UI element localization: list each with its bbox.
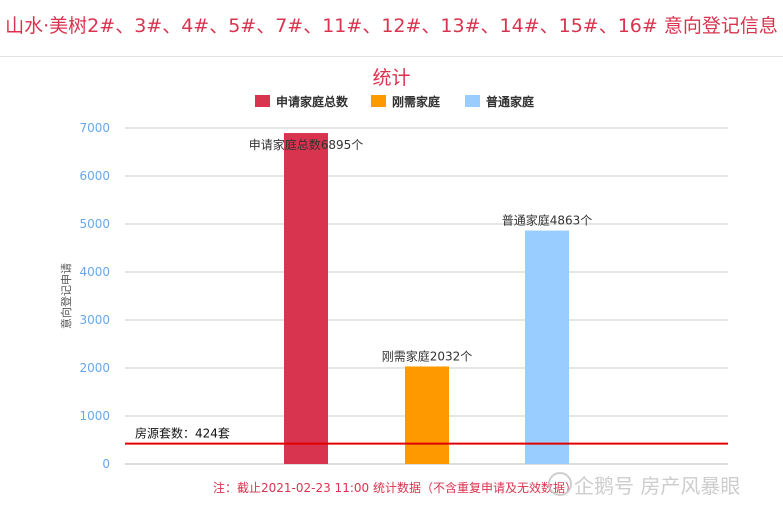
y-tick-label: 7000 — [79, 121, 110, 135]
legend-swatch — [371, 95, 386, 107]
legend-label: 刚需家庭 — [392, 94, 440, 109]
legend-swatch — [465, 95, 480, 107]
legend-label: 申请家庭总数 — [276, 94, 349, 109]
legend-label: 普通家庭 — [486, 94, 534, 109]
footnote: 注：截止2021-02-23 11:00 统计数据（不含重复申请及无效数据） — [213, 480, 577, 495]
y-axis-label: 意向登记申请 — [59, 263, 73, 329]
chart-title: 山水·美树2#、3#、4#、5#、7#、11#、12#、13#、14#、15#、… — [0, 0, 783, 89]
y-tick-label: 3000 — [79, 313, 110, 327]
watermark: 企鹅号 房产风暴眼 — [548, 470, 740, 499]
bar-value-label: 普通家庭4863个 — [502, 213, 593, 228]
y-tick-label: 4000 — [79, 265, 110, 279]
y-tick-label: 5000 — [79, 217, 110, 231]
bar-value-label: 申请家庭总数6895个 — [249, 137, 364, 152]
bar — [284, 133, 328, 465]
y-tick-label: 2000 — [79, 361, 110, 375]
bar — [405, 366, 449, 464]
y-tick-label: 1000 — [79, 409, 110, 423]
legend-swatch — [255, 95, 270, 107]
reference-line-label: 房源套数：424套 — [135, 426, 230, 441]
bar-value-label: 刚需家庭2032个 — [382, 348, 473, 363]
y-tick-label: 0 — [102, 457, 110, 471]
y-tick-label: 6000 — [79, 169, 110, 183]
watermark-text: 企鹅号 房产风暴眼 — [574, 474, 741, 498]
penguin-icon — [548, 472, 572, 496]
bar — [525, 230, 569, 464]
